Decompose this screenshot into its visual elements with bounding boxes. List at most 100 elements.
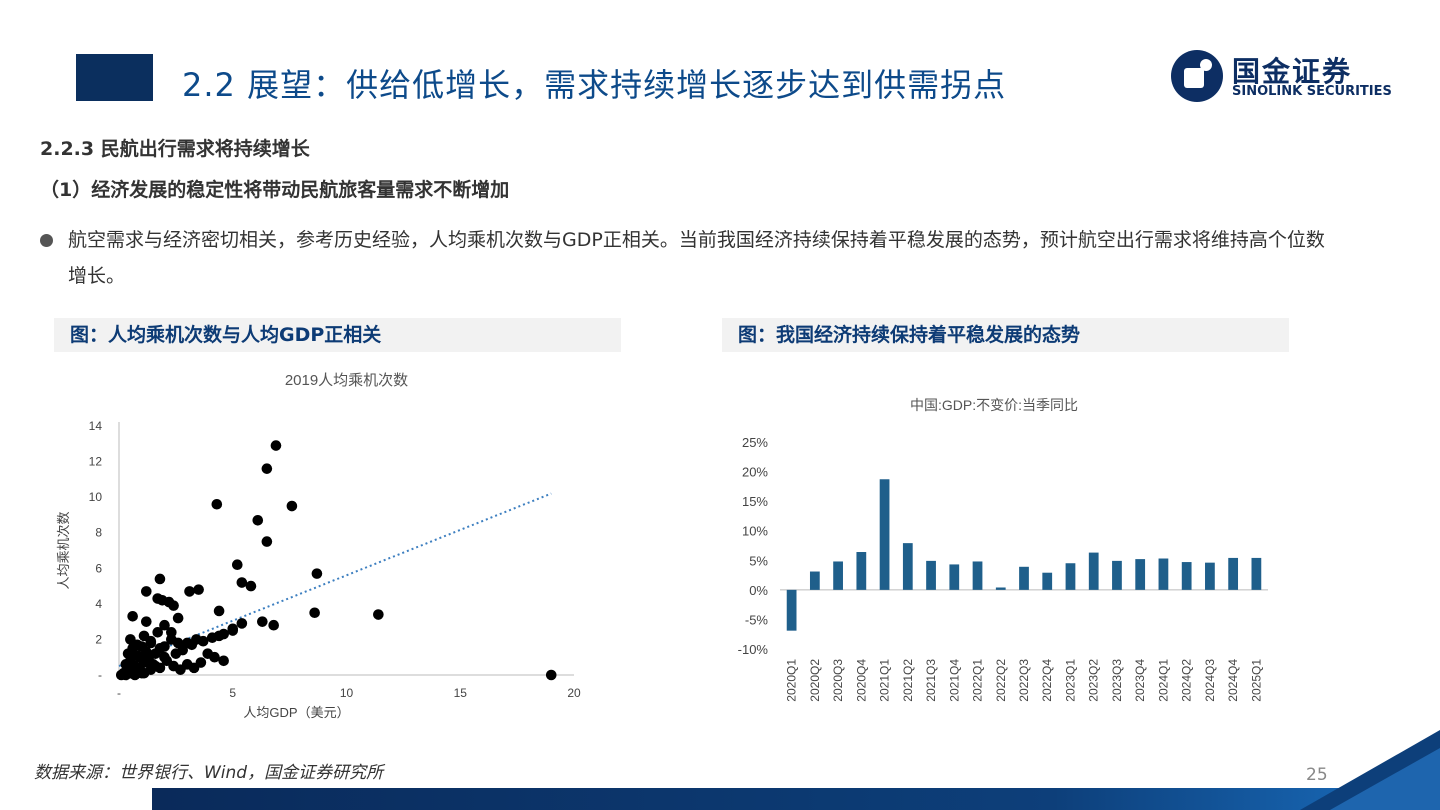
data-source: 数据来源：世界银行、Wind，国金证券研究所 [34, 763, 384, 783]
figure-title-left: 图：人均乘机次数与人均GDP正相关 [54, 318, 621, 352]
scatter-point [159, 641, 170, 652]
y-tick-label: 2 [95, 632, 102, 646]
y-tick-label: 10% [742, 524, 768, 539]
x-tick-label: 2021Q3 [924, 659, 938, 702]
scatter-point [232, 559, 243, 571]
chart-title: 中国:GDP:不变价:当季同比 [910, 397, 1078, 413]
scatter-point [545, 669, 557, 681]
bar [809, 571, 820, 590]
x-tick-label: 20 [567, 686, 581, 700]
scatter-point [209, 651, 220, 663]
bar [1251, 557, 1262, 590]
y-tick-label: 14 [89, 419, 103, 433]
title-accent-bar [76, 54, 153, 101]
scatter-point [145, 635, 157, 647]
scatter-point [131, 639, 143, 651]
bar [833, 561, 843, 590]
x-tick-label: 2022Q2 [994, 659, 1008, 702]
bar [1181, 562, 1192, 590]
y-tick-label: 6 [95, 561, 102, 575]
bar [949, 564, 960, 590]
y-tick-label: 0% [749, 583, 768, 598]
scatter-point [245, 580, 257, 592]
scatter-point [261, 463, 273, 474]
bar [926, 560, 936, 590]
scatter-point [257, 616, 268, 627]
scatter-point [152, 627, 163, 638]
x-tick-label: 2022Q4 [1040, 659, 1054, 702]
bar [786, 589, 797, 631]
scatter-point [311, 568, 323, 579]
x-tick-label: 2020Q1 [785, 659, 799, 702]
scatter-point [193, 584, 204, 595]
bar [1065, 563, 1076, 590]
scatter-point [286, 500, 298, 512]
scatter-point [213, 605, 225, 617]
logo-text-en: SINOLINK SECURITIES [1232, 84, 1392, 99]
bar [1135, 559, 1146, 590]
y-tick-label: -10% [738, 642, 769, 657]
scatter-point [309, 607, 320, 619]
x-tick-label: 2021Q4 [947, 659, 961, 702]
x-tick-label: 2025Q1 [1249, 659, 1263, 702]
bar-chart: 中国:GDP:不变价:当季同比 25% 20% 15% 10% 5% 0% -5% -10% 20… [738, 397, 1268, 702]
bar [1088, 552, 1099, 590]
x-tick-label: 2024Q4 [1226, 659, 1240, 702]
sinolink-logo-icon [1171, 50, 1223, 102]
scatter-point [154, 573, 166, 585]
y-tick-label: - [98, 668, 102, 682]
x-tick-label: 2021Q1 [878, 659, 892, 702]
chart-title: 2019人均乘机次数 [285, 372, 408, 389]
scatter-point [195, 657, 207, 668]
bar [1205, 562, 1215, 590]
x-tick-label: 2020Q2 [808, 659, 822, 702]
scatter-point [218, 655, 229, 667]
scatter-point [268, 619, 279, 631]
y-tick-label: 10 [89, 490, 103, 504]
scatter-point [236, 577, 248, 588]
x-tick-label: 2022Q1 [971, 659, 985, 702]
bar [1042, 572, 1053, 590]
scatter-point [270, 440, 282, 451]
y-axis-label: 人均乘机次数 [56, 511, 71, 589]
bar [856, 552, 867, 590]
scatter-point [172, 612, 184, 624]
scatter-point [177, 644, 188, 656]
scatter-point [218, 628, 229, 640]
bar [1112, 560, 1122, 590]
y-tick-label: 15% [742, 494, 768, 509]
scatter-point [197, 635, 209, 647]
bar [972, 561, 983, 590]
x-tick-label: 2024Q2 [1180, 659, 1194, 702]
bar [1019, 566, 1029, 590]
x-tick-label: - [117, 686, 121, 700]
x-tick-label: 10 [340, 686, 354, 700]
scatter-point [131, 650, 143, 661]
scatter-point [156, 595, 168, 606]
page-title: 2.2 展望：供给低增长，需求持续增长逐步达到供需拐点 [182, 66, 1007, 104]
x-tick-label: 2023Q4 [1133, 659, 1147, 702]
scatter-point [159, 619, 170, 631]
x-tick-label: 2021Q2 [901, 659, 915, 702]
scatter-point [150, 660, 161, 672]
scatter-point [373, 609, 384, 620]
scatter-point [168, 600, 179, 611]
x-tick-label: 2024Q3 [1203, 659, 1217, 702]
scatter-chart: 2019人均乘机次数 - 2 4 6 8 10 12 14 - 5 10 15 20 人均GDP（美元） 人均… [56, 372, 581, 720]
section-heading: 2.2.3 民航出行需求将持续增长 [40, 138, 310, 160]
section-subheading: （1）经济发展的稳定性将带动民航旅客量需求不断增加 [40, 179, 510, 201]
scatter-point [186, 639, 198, 651]
scatter-point [141, 646, 152, 658]
y-tick-label: 5% [749, 553, 768, 568]
x-tick-label: 2024Q1 [1156, 659, 1170, 702]
scatter-point [127, 611, 138, 622]
y-tick-label: 4 [95, 597, 102, 611]
y-tick-label: -5% [745, 612, 769, 627]
scatter-point [141, 616, 152, 627]
scatter-point [261, 536, 273, 547]
y-tick-label: 25% [742, 435, 768, 450]
x-axis-label: 人均GDP（美元） [243, 705, 349, 720]
scatter-point [166, 627, 177, 638]
y-tick-label: 12 [89, 455, 103, 469]
bar [1228, 557, 1239, 590]
